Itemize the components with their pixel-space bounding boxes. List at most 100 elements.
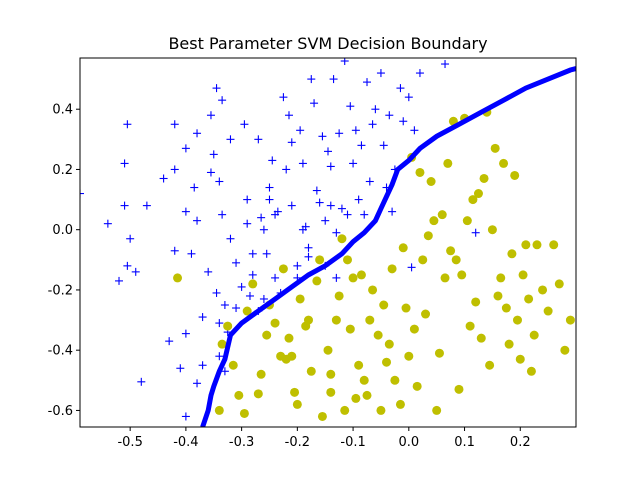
data-point-plus: [329, 75, 338, 84]
data-point-circle: [365, 315, 375, 325]
data-point-plus: [415, 69, 424, 78]
data-point-circle: [382, 357, 392, 367]
data-point-circle: [270, 318, 280, 328]
data-point-plus: [115, 276, 124, 285]
data-point-circle: [471, 297, 481, 307]
data-point-plus: [198, 313, 207, 322]
data-point-plus: [170, 120, 179, 129]
decision-boundary-layer: [200, 66, 576, 427]
data-point-plus: [218, 210, 227, 219]
x-tick-label: -0.4: [173, 435, 198, 450]
data-point-circle: [242, 306, 252, 316]
data-point-circle: [454, 384, 464, 394]
data-point-circle: [451, 255, 461, 265]
data-point-plus: [193, 129, 202, 138]
data-point-plus: [198, 361, 207, 370]
data-point-plus: [237, 282, 246, 291]
data-point-plus: [343, 210, 352, 219]
data-point-plus: [126, 234, 135, 243]
data-point-circle: [387, 264, 397, 274]
data-point-plus: [349, 159, 358, 168]
data-point-plus: [120, 201, 129, 210]
data-point-circle: [340, 405, 350, 415]
data-point-circle: [490, 143, 500, 153]
data-point-plus: [226, 135, 235, 144]
data-point-plus: [335, 129, 344, 138]
data-point-plus: [215, 319, 224, 328]
data-point-plus: [282, 165, 291, 174]
data-point-circle: [532, 240, 542, 250]
data-point-circle: [376, 405, 386, 415]
data-point-plus: [123, 120, 132, 129]
x-tick-label: -0.1: [340, 435, 365, 450]
data-point-plus: [193, 216, 202, 225]
data-point-circle: [278, 264, 288, 274]
data-point-plus: [324, 147, 332, 156]
data-point-circle: [390, 375, 400, 385]
data-point-circle: [284, 333, 294, 343]
data-point-circle: [538, 285, 548, 295]
data-point-circle: [253, 389, 263, 399]
data-point-circle: [323, 345, 333, 355]
data-point-plus: [332, 228, 341, 237]
data-point-plus: [404, 93, 413, 102]
data-point-circle: [312, 276, 322, 286]
data-point-plus: [232, 304, 241, 313]
data-point-plus: [170, 246, 179, 255]
data-point-circle: [485, 360, 495, 370]
data-point-plus: [181, 329, 190, 338]
data-point-circle: [415, 167, 425, 177]
data-point-plus: [287, 201, 296, 210]
data-point-plus: [279, 93, 288, 102]
data-point-plus: [396, 84, 405, 93]
data-point-circle: [379, 300, 389, 310]
data-point-plus: [215, 352, 224, 361]
data-point-circle: [443, 158, 453, 168]
data-point-plus: [159, 174, 168, 183]
data-point-circle: [290, 387, 300, 397]
data-point-plus: [365, 177, 374, 186]
data-point-plus: [209, 150, 218, 159]
data-point-plus: [379, 141, 388, 150]
data-point-circle: [473, 189, 483, 199]
data-point-circle: [560, 345, 570, 355]
data-point-plus: [259, 294, 268, 303]
data-point-circle: [173, 273, 183, 283]
data-point-circle: [409, 324, 419, 334]
x-tick-label: -0.3: [229, 435, 254, 450]
data-point-circle: [521, 240, 531, 250]
data-point-plus: [371, 105, 380, 114]
data-point-plus: [131, 267, 140, 276]
data-point-circle: [356, 270, 366, 280]
data-point-circle: [348, 273, 358, 283]
data-point-circle: [512, 315, 522, 325]
data-point-plus: [304, 243, 313, 252]
data-point-plus: [142, 201, 151, 210]
data-point-circle: [432, 405, 442, 415]
data-point-plus: [190, 183, 199, 192]
data-point-circle: [373, 330, 383, 340]
y-tick-label: -0.4: [48, 344, 73, 359]
data-point-plus: [206, 111, 215, 120]
data-point-circle: [295, 294, 305, 304]
data-point-circle: [504, 339, 514, 349]
data-point-plus: [212, 288, 221, 297]
data-point-plus: [243, 219, 252, 228]
data-point-plus: [265, 183, 274, 192]
data-point-circle: [351, 393, 361, 403]
data-point-circle: [526, 366, 536, 376]
scatter-points: [80, 58, 575, 421]
data-point-circle: [501, 303, 511, 313]
data-point-circle: [426, 177, 436, 187]
data-point-plus: [315, 198, 324, 207]
data-point-circle: [326, 387, 336, 397]
data-point-plus: [226, 234, 235, 243]
data-point-circle: [362, 390, 372, 400]
data-point-circle: [334, 291, 344, 301]
data-point-plus: [181, 207, 190, 216]
data-point-circle: [529, 330, 539, 340]
data-point-plus: [220, 367, 229, 376]
data-point-circle: [292, 399, 302, 409]
data-point-plus: [181, 412, 190, 421]
data-point-circle: [499, 158, 509, 168]
